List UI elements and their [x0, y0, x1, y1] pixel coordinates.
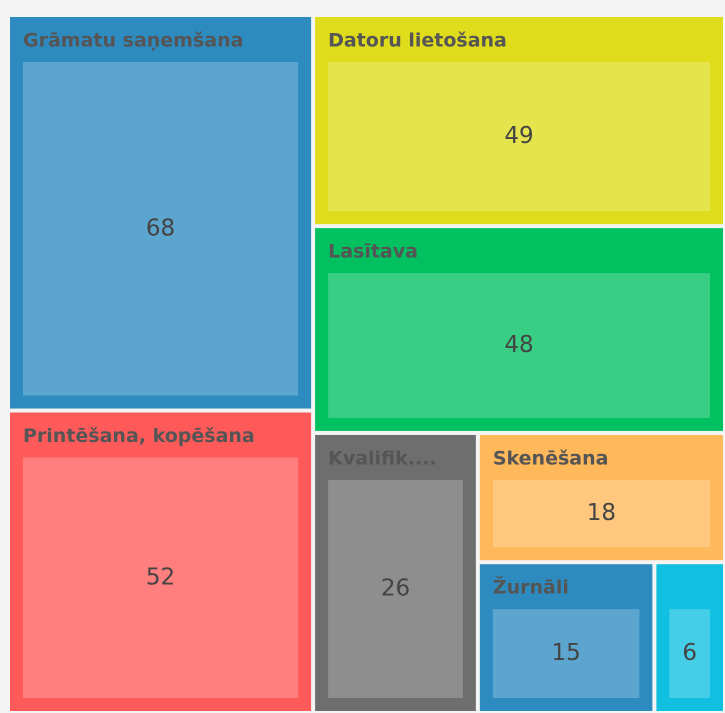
tile-inner [23, 457, 299, 698]
tile-value: 48 [504, 332, 533, 358]
tile-label: Printēšana, kopēšana [23, 425, 255, 447]
tile-label: Datoru lietošana [328, 30, 507, 52]
tile-value: 15 [551, 640, 580, 666]
tile-value: 68 [146, 215, 175, 241]
tile-inner [23, 62, 299, 396]
tile-label: Skenēšana [493, 447, 609, 469]
tile-inner [328, 479, 463, 698]
tile-value: 52 [146, 564, 175, 590]
tile-inner [492, 609, 640, 698]
tile-inner [328, 62, 710, 212]
tile-label: Žurnāli [493, 576, 569, 599]
tile-inner [492, 479, 710, 548]
tile-value: 6 [682, 640, 697, 666]
tile-value: 49 [504, 123, 533, 149]
tile-label: Kvalifik.... [328, 447, 437, 469]
tile-value: 26 [381, 575, 410, 601]
tile-inner [669, 609, 710, 698]
tile-label: Lasītava [328, 241, 418, 263]
tile-inner [328, 273, 710, 418]
tile-value: 18 [587, 500, 616, 526]
tile-label: Grāmatu saņemšana [23, 30, 243, 52]
